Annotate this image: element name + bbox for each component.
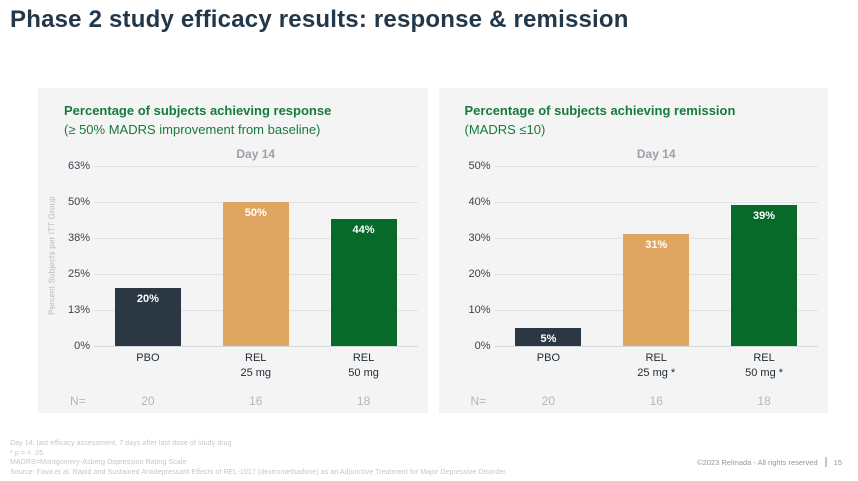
chart-subtitle: (MADRS ≤10) — [464, 121, 546, 137]
n-value: 16 — [649, 394, 663, 409]
y-tick-label: 38% — [67, 231, 90, 244]
plot: 5% 31% 39% — [494, 165, 819, 347]
bar-value-label: 44% — [352, 223, 375, 236]
n-value: 18 — [757, 394, 771, 409]
bar-slot: 50% — [202, 166, 310, 346]
n-value: 18 — [356, 394, 371, 409]
y-axis-label: Percent Subjects per ITT Group — [47, 195, 57, 315]
bar-slot: 39% — [710, 166, 818, 346]
gridline — [494, 201, 818, 203]
bar-rel-50-mg-: 39% — [731, 205, 798, 346]
bar-value-label: 50% — [244, 206, 267, 219]
y-tick-label: 63% — [67, 159, 90, 172]
bar-slot: 5% — [495, 166, 603, 346]
bar-value-label: 5% — [540, 332, 557, 345]
y-axis-label-column — [443, 166, 463, 346]
n-value: 20 — [141, 394, 155, 409]
y-tick-label: 50% — [67, 195, 90, 208]
bar-value-label: 31% — [645, 239, 668, 252]
x-category-label: REL 50 mg * — [745, 351, 784, 379]
gridline — [94, 345, 418, 347]
footnote-line: MADRS=Montgomery-Asberg Depression Ratin… — [10, 459, 187, 466]
y-tick-label: 13% — [67, 303, 90, 316]
slide-footer-credit: ©2023 Relmada - All rights reserved 15 — [697, 457, 842, 467]
y-tick-label: 20% — [468, 267, 491, 280]
y-tick-label: 30% — [468, 231, 491, 244]
response-bar-chart: Day 14 Percent Subjects per ITT Group 63… — [42, 142, 418, 408]
bar-value-label: 39% — [753, 210, 776, 223]
n-row: N= 20 16 18 — [42, 394, 418, 408]
bar-rel-50-mg: 44% — [330, 218, 397, 346]
n-value: 16 — [249, 394, 263, 409]
bar-pbo: 20% — [114, 288, 181, 346]
bar-pbo: 5% — [515, 327, 582, 346]
footnote-line: Source: Fava et al. Rapid and Sustained … — [10, 468, 506, 476]
y-tick-label: 40% — [468, 195, 491, 208]
x-axis-labels: PBO REL 25 mg REL 50 mg — [94, 351, 418, 381]
x-category-label: REL 25 mg — [240, 351, 272, 379]
page-number: 15 — [833, 457, 842, 467]
x-category-label: PBO — [136, 351, 160, 364]
y-tick-label: 0% — [74, 339, 90, 352]
response-chart-panel: Percentage of subjects achieving respons… — [38, 88, 428, 413]
gridline — [94, 165, 418, 167]
remission-chart-panel: Percentage of subjects achieving remissi… — [438, 88, 828, 413]
bar-slot: 44% — [310, 166, 418, 346]
chart-title: Percentage of subjects achieving respons… — [64, 103, 332, 118]
n-row-label: N= — [470, 394, 487, 409]
gridline — [494, 345, 818, 347]
chart-subtitle: (≥ 50% MADRS improvement from baseline) — [64, 121, 321, 137]
plot: 20% 50% 44% — [94, 165, 418, 347]
footnotes: Day 14: last efficacy assessment, 7 days… — [10, 439, 506, 477]
bar-slot: 31% — [602, 166, 710, 346]
n-row: N= 20 16 18 — [443, 394, 819, 408]
footnote-line: Day 14: last efficacy assessment, 7 days… — [10, 440, 232, 447]
y-tick-label: 25% — [67, 267, 90, 280]
n-row-label: N= — [70, 394, 86, 409]
plot-area: 50% 40% 30% 20% 10% 0% 5% 31% 39% — [443, 160, 819, 352]
footnote-line: * p = < .05 — [10, 449, 44, 457]
x-category-label: REL 25 mg * — [637, 351, 676, 379]
x-axis-labels: PBO REL 25 mg * REL 50 mg * — [495, 351, 819, 381]
y-tick-label: 50% — [468, 159, 491, 172]
bars-row: 5% 31% 39% — [495, 166, 819, 346]
y-tick-label: 0% — [474, 339, 491, 352]
bar-rel-25-mg: 50% — [222, 201, 289, 346]
n-value: 20 — [541, 394, 556, 409]
y-axis-ticks: 63% 50% 38% 25% 13% 0% — [62, 160, 94, 352]
x-category-label: REL 50 mg — [348, 351, 379, 379]
y-tick-label: 10% — [468, 303, 491, 316]
charts-container: Percentage of subjects achieving respons… — [38, 88, 828, 413]
period-label: Day 14 — [636, 146, 676, 161]
remission-bar-chart: Day 14 50% 40% 30% 20% 10% 0% 5% 31% 39% PBO REL… — [443, 142, 819, 408]
y-axis-ticks: 50% 40% 30% 20% 10% 0% — [463, 160, 495, 352]
footer-divider — [824, 457, 827, 467]
bar-value-label: 20% — [136, 293, 159, 306]
plot-area: Percent Subjects per ITT Group 63% 50% 38%… — [42, 160, 418, 352]
copyright-text: ©2023 Relmada - All rights reserved — [697, 457, 818, 467]
x-category-label: PBO — [536, 351, 561, 364]
y-axis-label-column: Percent Subjects per ITT Group — [42, 166, 62, 346]
bars-row: 20% 50% 44% — [94, 166, 418, 346]
period-label: Day 14 — [236, 146, 276, 161]
chart-title: Percentage of subjects achieving remissi… — [464, 103, 736, 118]
slide-title: Phase 2 study efficacy results: response… — [10, 6, 629, 33]
gridline — [494, 165, 818, 167]
bar-rel-25-mg-: 31% — [623, 234, 690, 346]
bar-slot: 20% — [94, 166, 202, 346]
